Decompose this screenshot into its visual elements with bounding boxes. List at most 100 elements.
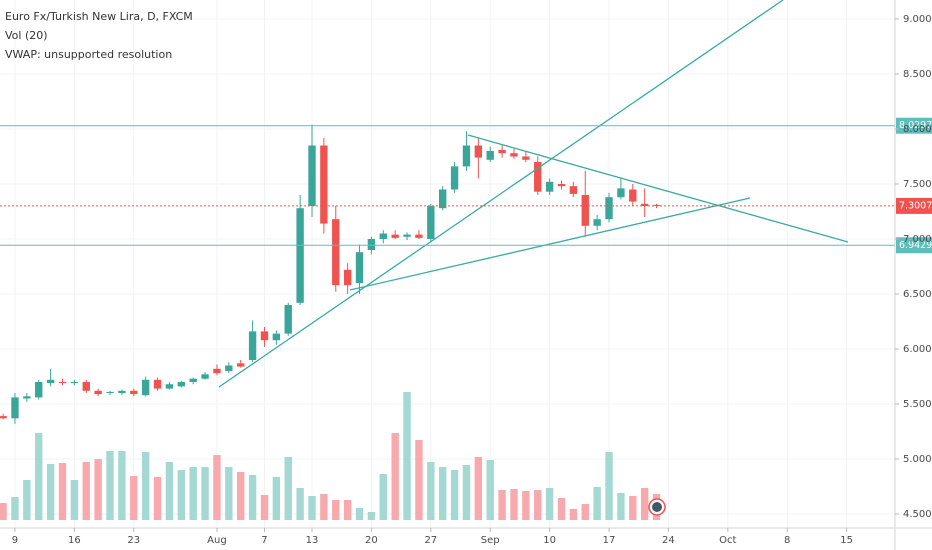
volume-bar xyxy=(237,472,245,520)
volume-bar xyxy=(415,440,423,520)
volume-bar xyxy=(581,504,589,520)
y-tick-label: 5.00000 xyxy=(903,454,932,465)
volume-bar xyxy=(462,465,471,520)
candle-body xyxy=(545,181,554,192)
candle-body xyxy=(70,381,79,384)
volume-bar xyxy=(403,392,411,520)
volume-bar xyxy=(617,493,625,520)
x-tick-label: 13 xyxy=(306,535,319,546)
y-tick-label: 8.00000 xyxy=(903,124,932,135)
price-level-label: 8.02978 xyxy=(899,120,932,131)
price-level-tag xyxy=(896,197,932,214)
price-level-tag xyxy=(896,117,932,134)
volume-bar xyxy=(367,512,376,520)
volume-bar xyxy=(510,489,518,520)
volume-bar xyxy=(23,480,31,520)
volume-bar xyxy=(225,467,233,520)
x-tick-label: 24 xyxy=(662,535,675,546)
volume-bar xyxy=(106,451,114,520)
candle-body xyxy=(225,365,233,371)
indicator-label: Vol (20) xyxy=(5,29,48,42)
x-tick-label: 17 xyxy=(603,535,616,546)
candle-body xyxy=(557,183,566,187)
candle-body xyxy=(450,166,459,190)
candle-body xyxy=(296,208,304,303)
candle-body xyxy=(474,145,483,158)
candle-pane xyxy=(0,124,661,424)
candle-body xyxy=(652,204,661,206)
candle-body xyxy=(391,234,399,238)
candle-body xyxy=(118,390,126,393)
candle-body xyxy=(272,333,281,341)
volume-bar xyxy=(189,467,197,520)
volume-bar xyxy=(629,496,637,520)
candle-body xyxy=(320,145,328,224)
grid xyxy=(0,0,895,528)
volume-bar xyxy=(272,477,281,520)
candle-body xyxy=(284,304,292,334)
candle-body xyxy=(593,219,601,226)
candle-body xyxy=(522,156,530,160)
y-tick-label: 9.00000 xyxy=(903,14,932,25)
x-tick-label: Aug xyxy=(207,535,227,546)
volume-bar xyxy=(557,498,566,520)
volume-bar xyxy=(474,457,483,520)
indicator-label: VWAP: unsupported resolution xyxy=(5,48,172,61)
volume-bar xyxy=(450,470,459,520)
volume-bar xyxy=(308,496,316,520)
candle-body xyxy=(427,205,435,239)
candle-body xyxy=(177,381,185,387)
y-tick-label: 5.50000 xyxy=(903,399,932,410)
volume-bar xyxy=(260,495,269,520)
volume-bar xyxy=(153,477,162,520)
volume-bar xyxy=(201,467,209,520)
candle-body xyxy=(486,150,494,160)
candle-body xyxy=(439,189,447,209)
trend-line xyxy=(349,197,751,291)
candle-body xyxy=(379,233,387,239)
candle-body xyxy=(403,234,411,237)
live-marker-dot xyxy=(652,502,662,512)
y-tick-label: 6.50000 xyxy=(903,289,932,300)
volume-bar xyxy=(11,497,19,520)
volume-bar xyxy=(379,474,387,520)
candle-body xyxy=(130,390,138,395)
trend-line xyxy=(467,134,849,243)
x-tick-label: 16 xyxy=(68,535,81,546)
volume-pane xyxy=(0,392,661,520)
chart-title: Euro Fx/Turkish New Lira, D, FXCM xyxy=(5,10,193,23)
candle-body xyxy=(141,379,150,396)
candle-body xyxy=(46,379,55,384)
y-tick-label: 4.50000 xyxy=(903,509,932,520)
volume-bar xyxy=(213,455,221,520)
volume-bar xyxy=(130,476,138,520)
volume-bar xyxy=(355,508,364,520)
trend-line xyxy=(218,0,784,388)
candle-body xyxy=(189,378,197,382)
x-tick-label: 7 xyxy=(261,535,267,546)
candle-body xyxy=(35,381,43,398)
volume-bar xyxy=(296,488,304,520)
y-tick-label: 7.50000 xyxy=(903,179,932,190)
candle-body xyxy=(415,234,423,238)
x-tick-label: 10 xyxy=(543,535,556,546)
candle-body xyxy=(201,374,209,379)
volume-bar xyxy=(498,490,506,520)
volume-bar xyxy=(118,451,126,520)
candle-body xyxy=(82,381,90,391)
volume-bar xyxy=(640,488,649,520)
y-tick-label: 6.00000 xyxy=(903,344,932,355)
candle-body xyxy=(153,379,162,389)
candle-body xyxy=(237,363,245,367)
candle-body xyxy=(58,381,67,384)
price-level-tag xyxy=(896,237,932,254)
candle-body xyxy=(213,368,221,374)
volume-bar xyxy=(0,503,7,520)
candle-body xyxy=(94,390,102,395)
volume-bar xyxy=(70,480,79,520)
volume-bar xyxy=(534,490,542,520)
volume-bar xyxy=(58,463,67,520)
